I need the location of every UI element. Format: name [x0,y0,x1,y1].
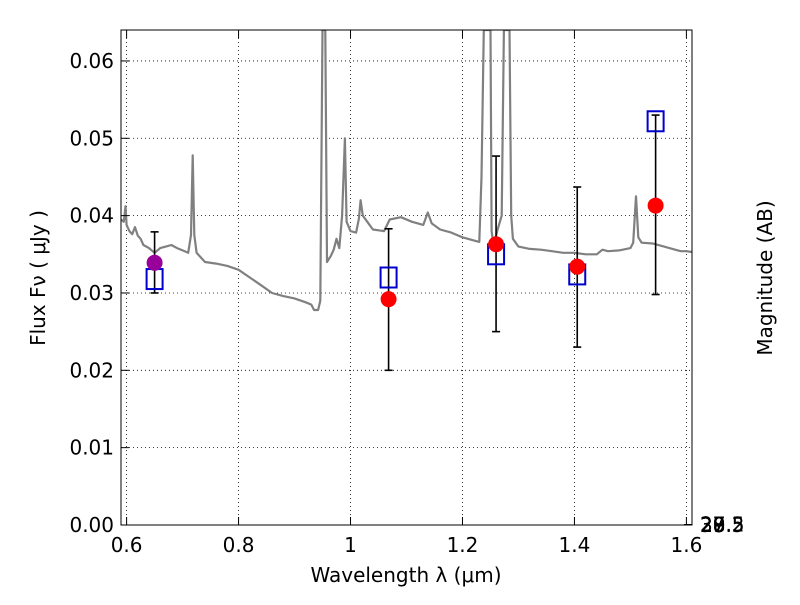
y-tick-label: 0.04 [69,204,114,228]
tick-labels: 0.6 0.8 1 1.2 1.4 1.6 0.00 0.01 0.02 0.03 0.04 0.05… [69,49,744,557]
x-tick-label: 1.2 [447,533,479,557]
y-tick-label: 0.01 [69,436,114,460]
y-tick-label: 0.00 [69,513,114,537]
y-tick-label: 0.06 [69,49,114,73]
x-tick-label: 1.4 [559,533,591,557]
x-tick-label: 1 [344,533,357,557]
observed-flux-point [569,258,586,275]
model-photometry-square [646,110,665,133]
right-tick-label: 27 [700,513,725,537]
observed-flux-point [146,254,163,271]
x-axis-label: Wavelength λ (μm) [310,563,501,587]
right-tick-label: 30 [700,513,725,537]
y-tick-label: 0.02 [69,358,114,382]
x-tick-label: 1.6 [670,533,702,557]
y-axis-label: Flux Fν ( μJy ) [26,210,50,346]
grid-lines [121,30,692,526]
model-spectrum-line [121,30,692,312]
plot-frame [120,29,693,526]
right-tick-label: 28 [700,513,725,537]
model-photometry-square [379,266,398,289]
y-tick-label: 0.05 [69,126,114,150]
right-tick-label: 27.5 [700,513,745,537]
observed-flux-point [647,197,664,214]
observed-flux-point [380,291,397,308]
y-axis-right-label: Magnitude (AB) [753,200,777,355]
x-tick-label: 0.8 [223,533,255,557]
right-tick-label: 29 [700,513,725,537]
data-layer [121,30,692,372]
observed-flux-point [488,236,505,253]
right-tick-label: 28.5 [700,513,745,537]
x-tick-label: 0.6 [111,533,143,557]
right-tick-label: 27.2 [700,513,745,537]
y-tick-label: 0.03 [69,281,114,305]
tick-marks [121,30,692,526]
